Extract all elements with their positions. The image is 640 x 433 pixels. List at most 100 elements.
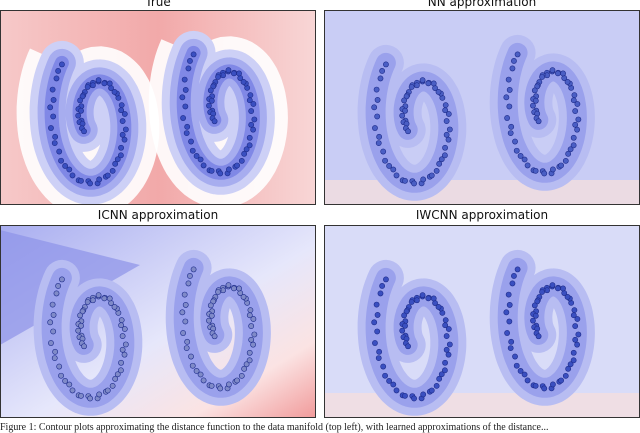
data-point <box>373 86 380 93</box>
data-point <box>532 312 539 319</box>
data-point <box>211 118 218 125</box>
data-point <box>565 365 572 372</box>
data-point <box>53 75 60 82</box>
data-point <box>572 121 579 128</box>
data-point <box>66 166 73 173</box>
data-point <box>225 67 232 74</box>
data-point <box>208 312 215 319</box>
data-point <box>234 377 240 384</box>
data-point <box>567 361 574 368</box>
data-point <box>372 125 378 131</box>
data-point <box>419 77 426 84</box>
data-point <box>104 387 111 394</box>
data-point <box>59 61 65 68</box>
data-point <box>208 167 215 174</box>
data-point <box>575 331 582 338</box>
data-point <box>208 97 215 104</box>
data-point <box>183 130 190 136</box>
data-point <box>118 322 125 329</box>
data-point <box>507 345 514 351</box>
data-point <box>541 385 548 392</box>
data-point <box>247 307 254 314</box>
data-point <box>84 299 91 305</box>
data-point <box>376 348 383 355</box>
data-point <box>109 382 116 389</box>
data-point <box>376 133 383 140</box>
contour-band <box>324 180 640 205</box>
data-point <box>438 156 445 163</box>
data-point <box>504 330 510 336</box>
data-point <box>419 292 426 299</box>
data-point <box>514 51 521 58</box>
data-point <box>180 115 186 121</box>
data-point <box>215 289 221 295</box>
data-point <box>379 283 386 289</box>
data-point <box>207 302 214 309</box>
data-point <box>59 276 65 283</box>
data-point <box>374 97 381 103</box>
data-point <box>78 107 84 114</box>
data-point <box>555 70 561 77</box>
data-point <box>225 282 232 289</box>
data-point <box>48 125 54 131</box>
data-point <box>570 134 577 141</box>
data-point <box>182 103 189 110</box>
data-point <box>443 118 450 124</box>
data-point <box>121 136 128 143</box>
data-point <box>435 88 442 95</box>
data-point <box>372 340 378 346</box>
data-point <box>62 378 69 384</box>
data-point <box>441 367 448 374</box>
data-point <box>506 318 513 325</box>
data-point <box>541 170 548 177</box>
data-point <box>50 328 57 335</box>
data-point <box>555 285 561 292</box>
data-point <box>401 97 408 104</box>
data-point <box>442 359 448 366</box>
data-point <box>505 291 512 298</box>
data-point <box>420 176 427 183</box>
data-point <box>111 88 118 95</box>
data-point <box>49 301 56 308</box>
data-point <box>438 371 445 378</box>
data-point <box>375 355 382 361</box>
data-point <box>402 177 408 184</box>
data-point <box>217 385 224 392</box>
data-point <box>430 80 437 87</box>
data-point <box>236 285 242 292</box>
data-point <box>574 126 581 133</box>
contour-band <box>324 393 640 418</box>
data-point <box>96 391 103 398</box>
data-point <box>238 157 245 164</box>
data-point <box>77 312 84 319</box>
data-point <box>571 307 578 314</box>
data-point <box>405 128 411 135</box>
data-point <box>436 160 443 167</box>
data-point <box>442 144 448 151</box>
data-point <box>420 391 427 398</box>
data-point <box>405 343 411 350</box>
data-point <box>574 341 581 348</box>
data-point <box>114 371 121 378</box>
data-point <box>570 312 577 319</box>
data-point <box>187 273 193 279</box>
data-point <box>425 80 432 87</box>
data-point <box>512 138 518 145</box>
data-point <box>243 146 250 153</box>
data-point <box>446 341 453 348</box>
data-point <box>517 368 524 374</box>
data-point <box>246 134 253 141</box>
data-point <box>109 167 116 174</box>
data-point <box>575 116 582 123</box>
data-point <box>78 322 84 329</box>
data-point <box>181 291 188 298</box>
data-point <box>75 327 82 334</box>
data-point <box>55 68 62 74</box>
data-point <box>570 357 577 364</box>
data-point <box>119 346 126 353</box>
data-point <box>247 92 254 99</box>
panel <box>324 10 640 205</box>
data-point <box>104 172 111 179</box>
data-point <box>513 147 520 154</box>
data-point <box>574 101 581 107</box>
